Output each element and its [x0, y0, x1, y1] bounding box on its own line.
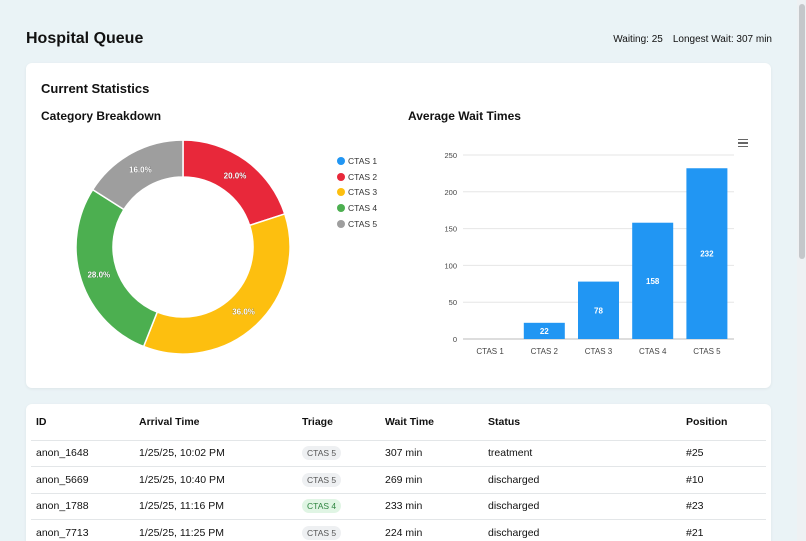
waiting-count: Waiting: 25 [613, 33, 663, 45]
scrollbar-thumb[interactable] [799, 4, 805, 259]
cell-wait: 233 min [380, 493, 483, 520]
bar-data-label: 78 [594, 306, 603, 315]
cell-position: #23 [681, 493, 766, 520]
bar-data-label: 232 [700, 250, 714, 259]
legend-dot [337, 204, 345, 213]
cell-status: treatment [483, 440, 681, 467]
table-header-row: ID Arrival Time Triage Wait Time Status … [31, 404, 766, 441]
longest-wait: Longest Wait: 307 min [672, 33, 772, 45]
cell-position: #10 [681, 466, 766, 494]
pie-slice-ctas5[interactable] [91, 139, 184, 211]
y-tick-label: 100 [444, 261, 457, 270]
legend-label: CTAS 3 [348, 187, 378, 198]
y-tick-label: 50 [449, 298, 457, 307]
category-breakdown-title: Category Breakdown [41, 109, 162, 123]
col-arrival: Arrival Time [134, 404, 297, 441]
pie-data-label: 36.0% [232, 308, 255, 317]
triage-badge: CTAS 4 [302, 499, 342, 514]
col-id: ID [31, 404, 134, 441]
queue-summary: Waiting: 25 Longest Wait: 307 min [613, 34, 772, 45]
legend-dot [337, 220, 345, 229]
statistics-title: Current Statistics [41, 81, 150, 96]
statistics-card: Current Statistics Category Breakdown Av… [26, 63, 771, 388]
cell-triage: CTAS 4 [297, 493, 380, 520]
queue-table: ID Arrival Time Triage Wait Time Status … [31, 404, 766, 541]
cell-arrival: 1/25/25, 10:02 PM [134, 440, 297, 467]
table-row[interactable]: anon_7713 1/25/25, 11:25 PM CTAS 5 224 m… [31, 519, 766, 541]
cell-arrival: 1/25/25, 11:16 PM [134, 493, 297, 520]
bar-ctas5[interactable] [686, 168, 728, 339]
triage-badge: CTAS 5 [302, 525, 342, 540]
bar-ctas4[interactable] [632, 222, 674, 339]
x-tick-label: CTAS 2 [531, 347, 559, 356]
cell-status: discharged [483, 519, 681, 541]
pie-slice-ctas2[interactable] [182, 139, 286, 227]
page-header: Hospital Queue Waiting: 25 Longest Wait:… [26, 26, 772, 52]
cell-id: anon_1788 [31, 493, 134, 520]
triage-badge: CTAS 5 [302, 446, 342, 461]
cell-wait: 307 min [380, 440, 483, 467]
bar-ctas3[interactable] [578, 281, 619, 339]
legend-dot [337, 188, 345, 197]
cell-position: #25 [681, 440, 766, 467]
cell-wait: 269 min [380, 466, 483, 494]
pie-data-label: 20.0% [224, 171, 247, 180]
pie-slice-ctas4[interactable] [75, 188, 159, 348]
cell-status: discharged [483, 493, 681, 520]
cell-triage: CTAS 5 [297, 440, 380, 467]
x-tick-label: CTAS 4 [639, 347, 667, 356]
hamburger-menu-icon[interactable] [738, 139, 748, 147]
legend-item-ctas2[interactable]: CTAS 2 [337, 169, 377, 185]
pie-slice-ctas3[interactable] [142, 212, 291, 355]
table-row[interactable]: anon_1788 1/25/25, 11:16 PM CTAS 4 233 m… [31, 493, 766, 520]
triage-badge: CTAS 5 [302, 472, 342, 487]
bar-data-label: 158 [646, 277, 660, 286]
cell-id: anon_7713 [31, 519, 134, 541]
x-tick-label: CTAS 5 [693, 347, 721, 356]
page-scrollbar[interactable] [797, 0, 806, 541]
legend-dot [337, 172, 345, 181]
bar-ctas2[interactable] [523, 322, 565, 339]
y-tick-label: 200 [444, 188, 457, 197]
col-status: Status [483, 404, 681, 441]
page-title: Hospital Queue [26, 30, 144, 47]
table-row[interactable]: anon_1648 1/25/25, 10:02 PM CTAS 5 307 m… [31, 440, 766, 467]
legend-dot [337, 156, 345, 165]
col-position: Position [681, 404, 766, 441]
cell-id: anon_1648 [31, 440, 134, 467]
x-tick-label: CTAS 1 [476, 347, 504, 356]
cell-status: discharged [483, 466, 681, 494]
y-tick-label: 150 [444, 225, 457, 234]
legend-item-ctas3[interactable]: CTAS 3 [337, 185, 377, 201]
y-tick-label: 0 [453, 335, 457, 344]
wait-times-bar-chart: 0 50 100 150 200 250 CTAS 1 22 CTAS 2 78 CTAS 3 158… [444, 151, 734, 356]
table-row[interactable]: anon_5669 1/25/25, 10:40 PM CTAS 5 269 m… [31, 466, 766, 494]
cell-arrival: 1/25/25, 11:25 PM [134, 519, 297, 541]
queue-table-card: ID Arrival Time Triage Wait Time Status … [26, 404, 771, 541]
col-wait: Wait Time [380, 404, 483, 441]
legend-item-ctas5[interactable]: CTAS 5 [337, 216, 377, 232]
cell-id: anon_5669 [31, 466, 134, 494]
legend-label: CTAS 1 [348, 155, 378, 166]
col-triage: Triage [297, 404, 380, 441]
bar-data-label: 22 [540, 327, 549, 336]
x-tick-label: CTAS 3 [585, 347, 613, 356]
chart-legend: CTAS 1 CTAS 2 CTAS 3 CTAS 4 CTAS 5 [337, 153, 377, 232]
average-wait-title: Average Wait Times [408, 109, 521, 123]
legend-item-ctas1[interactable]: CTAS 1 [337, 153, 377, 169]
legend-label: CTAS 5 [348, 219, 378, 230]
cell-wait: 224 min [380, 519, 483, 541]
pie-data-label: 16.0% [129, 165, 152, 174]
legend-label: CTAS 2 [348, 171, 378, 182]
y-tick-label: 250 [444, 151, 457, 160]
category-donut-chart: 20.0% 36.0% 28.0% 16.0% [75, 139, 291, 355]
cell-triage: CTAS 5 [297, 519, 380, 541]
legend-item-ctas4[interactable]: CTAS 4 [337, 200, 377, 216]
legend-label: CTAS 4 [348, 203, 378, 214]
cell-position: #21 [681, 519, 766, 541]
pie-data-label: 28.0% [87, 270, 110, 279]
cell-triage: CTAS 5 [297, 466, 380, 494]
cell-arrival: 1/25/25, 10:40 PM [134, 466, 297, 494]
